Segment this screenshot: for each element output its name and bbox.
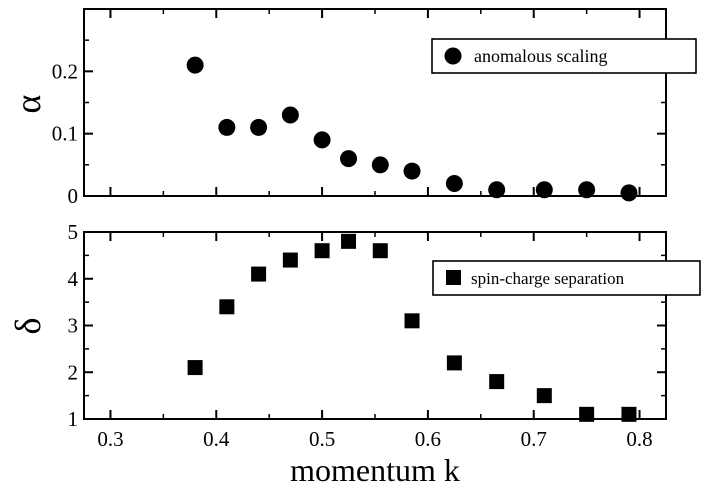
ylabel-top: α	[8, 94, 48, 113]
data-point-top-10	[535, 181, 553, 199]
ytick-label: 0.1	[52, 122, 78, 146]
data-point-bottom-9	[489, 374, 505, 390]
xtick-label: 0.7	[521, 427, 547, 451]
legend-top: anomalous scaling	[431, 38, 697, 74]
xtick-label: 0.8	[626, 427, 652, 451]
legend-box-bottom	[432, 260, 701, 296]
xtick-label: 0.3	[97, 427, 123, 451]
legend-bottom: spin-charge separation	[432, 260, 701, 296]
data-point-bottom-1	[219, 299, 235, 315]
data-point-top-0	[186, 56, 204, 74]
panel-bottom: 1 2 3 4 5 0.3 0.4 0.5 0.6 0.7 0.8 δ momentum k sp…	[8, 220, 701, 488]
data-point-bottom-4	[314, 243, 330, 259]
data-point-top-11	[578, 181, 596, 199]
data-point-top-12	[620, 184, 638, 202]
ytick-label: 3	[68, 314, 79, 338]
data-point-top-3	[281, 106, 299, 124]
data-point-top-7	[403, 162, 421, 180]
legend-marker-circle	[444, 47, 462, 65]
legend-label-top: anomalous scaling	[474, 46, 607, 66]
data-point-bottom-0	[187, 360, 203, 376]
data-point-bottom-8	[446, 355, 462, 371]
xtick-label: 0.5	[309, 427, 335, 451]
data-point-bottom-5	[341, 233, 357, 249]
data-point-bottom-3	[282, 252, 298, 268]
ylabel-bottom: δ	[8, 318, 48, 335]
data-point-bottom-12	[621, 406, 637, 422]
ytick-label: 1	[68, 407, 79, 431]
ytick-label: 5	[68, 220, 79, 244]
series-anomalous-scaling	[186, 56, 638, 202]
ytick-label: 4	[68, 267, 79, 291]
ytick-labels-top: 0 0.1 0.2	[52, 59, 78, 208]
data-point-bottom-10	[536, 388, 552, 404]
data-point-bottom-2	[251, 266, 267, 282]
plot-frame-bottom	[83, 231, 667, 420]
legend-box-top	[431, 38, 697, 74]
data-point-top-9	[488, 181, 506, 199]
ytick-label: 0	[68, 184, 79, 208]
data-point-top-2	[250, 118, 268, 136]
data-point-top-4	[313, 131, 331, 149]
xtick-label: 0.6	[415, 427, 441, 451]
ticks-bottom	[84, 231, 666, 420]
xtick-label: 0.4	[203, 427, 230, 451]
data-point-top-8	[445, 175, 463, 193]
xlabel: momentum k	[290, 452, 460, 488]
data-point-top-6	[371, 156, 389, 174]
data-point-bottom-11	[579, 406, 595, 422]
data-point-top-5	[340, 150, 358, 168]
data-point-bottom-6	[372, 243, 388, 259]
xtick-labels: 0.3 0.4 0.5 0.6 0.7 0.8	[97, 427, 652, 451]
series-spin-charge-separation	[187, 233, 637, 422]
ytick-label: 2	[68, 360, 79, 384]
data-point-bottom-7	[404, 313, 420, 329]
ytick-label: 0.2	[52, 59, 78, 83]
legend-marker-square	[446, 270, 461, 285]
panel-top: 0 0.1 0.2 α anomalous scaling	[8, 8, 697, 208]
legend-label-bottom: spin-charge separation	[471, 269, 625, 288]
data-point-top-1	[218, 118, 236, 136]
ytick-labels-bottom: 1 2 3 4 5	[68, 220, 79, 431]
